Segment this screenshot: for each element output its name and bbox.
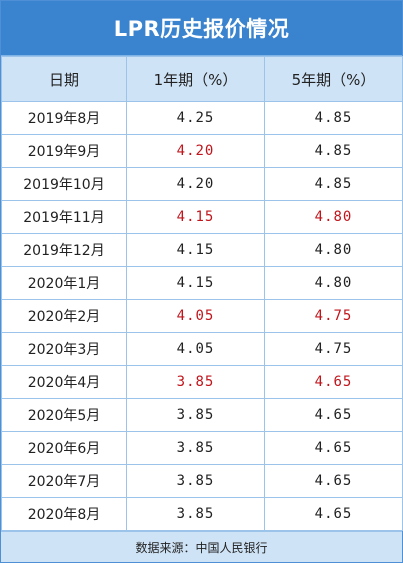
row-date: 2019年10月	[1, 167, 127, 201]
row-one-year-rate: 3.85	[126, 464, 265, 498]
row-date: 2020年4月	[1, 365, 127, 399]
lpr-history-table: 日期 1年期（%） 5年期（%） 2019年8月 4.25 4.85 2019年…	[1, 56, 403, 531]
row-one-year-rate: 4.15	[126, 200, 265, 234]
table-row: 2020年1月 4.15 4.80	[1, 266, 403, 300]
row-date: 2020年6月	[1, 431, 127, 465]
row-date: 2020年2月	[1, 299, 127, 333]
row-date: 2020年5月	[1, 398, 127, 432]
table-body: 2019年8月 4.25 4.85 2019年9月 4.20 4.85 2019…	[1, 101, 403, 531]
row-five-year-rate: 4.65	[264, 365, 403, 399]
row-five-year-rate: 4.85	[264, 101, 403, 135]
row-five-year-rate: 4.65	[264, 398, 403, 432]
row-one-year-rate: 4.15	[126, 233, 265, 267]
row-five-year-rate: 4.65	[264, 497, 403, 531]
row-five-year-rate: 4.80	[264, 266, 403, 300]
table-row: 2020年6月 3.85 4.65	[1, 431, 403, 465]
table-row: 2019年8月 4.25 4.85	[1, 101, 403, 135]
row-date: 2019年11月	[1, 200, 127, 234]
table-title: LPR历史报价情况	[1, 1, 402, 56]
row-one-year-rate: 4.20	[126, 167, 265, 201]
table-row: 2020年4月 3.85 4.65	[1, 365, 403, 399]
header-one-year: 1年期（%）	[126, 56, 265, 102]
table-row: 2020年5月 3.85 4.65	[1, 398, 403, 432]
table-row: 2020年7月 3.85 4.65	[1, 464, 403, 498]
row-one-year-rate: 3.85	[126, 365, 265, 399]
row-one-year-rate: 3.85	[126, 398, 265, 432]
row-five-year-rate: 4.85	[264, 134, 403, 168]
row-one-year-rate: 3.85	[126, 431, 265, 465]
table-row: 2020年2月 4.05 4.75	[1, 299, 403, 333]
row-one-year-rate: 4.05	[126, 299, 265, 333]
row-date: 2020年3月	[1, 332, 127, 366]
row-date: 2020年8月	[1, 497, 127, 531]
row-five-year-rate: 4.65	[264, 464, 403, 498]
row-five-year-rate: 4.80	[264, 200, 403, 234]
table-row: 2019年9月 4.20 4.85	[1, 134, 403, 168]
row-one-year-rate: 4.05	[126, 332, 265, 366]
row-date: 2019年12月	[1, 233, 127, 267]
row-one-year-rate: 4.20	[126, 134, 265, 168]
row-one-year-rate: 4.25	[126, 101, 265, 135]
row-five-year-rate: 4.65	[264, 431, 403, 465]
data-source-note: 数据来源：中国人民银行	[1, 531, 402, 562]
table-row: 2019年11月 4.15 4.80	[1, 200, 403, 234]
table-row: 2020年3月 4.05 4.75	[1, 332, 403, 366]
row-date: 2019年9月	[1, 134, 127, 168]
row-date: 2020年1月	[1, 266, 127, 300]
table-row: 2019年12月 4.15 4.80	[1, 233, 403, 267]
row-date: 2020年7月	[1, 464, 127, 498]
row-five-year-rate: 4.85	[264, 167, 403, 201]
table-row: 2020年8月 3.85 4.65	[1, 497, 403, 531]
row-date: 2019年8月	[1, 101, 127, 135]
table-row: 2019年10月 4.20 4.85	[1, 167, 403, 201]
row-five-year-rate: 4.80	[264, 233, 403, 267]
header-date: 日期	[1, 56, 127, 102]
row-one-year-rate: 3.85	[126, 497, 265, 531]
row-one-year-rate: 4.15	[126, 266, 265, 300]
row-five-year-rate: 4.75	[264, 299, 403, 333]
header-five-year: 5年期（%）	[264, 56, 403, 102]
table-header-row: 日期 1年期（%） 5年期（%）	[1, 56, 403, 102]
row-five-year-rate: 4.75	[264, 332, 403, 366]
